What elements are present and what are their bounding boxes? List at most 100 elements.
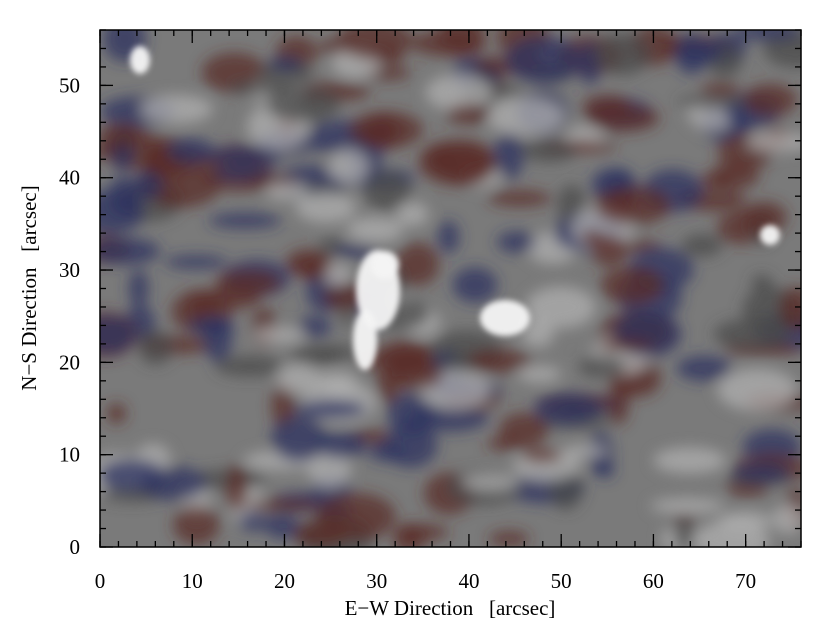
texture-blob — [436, 140, 497, 186]
texture-blob — [100, 190, 145, 234]
texture-blob — [445, 104, 491, 125]
texture-blob — [674, 32, 709, 75]
y-tick-label: 50 — [59, 73, 80, 97]
texture-blob — [265, 86, 341, 123]
texture-blob — [395, 242, 440, 286]
texture-blob — [487, 189, 552, 207]
texture-blob — [394, 523, 449, 541]
texture-blob — [140, 94, 213, 124]
texture-blob — [214, 269, 281, 296]
x-tick-label: 50 — [551, 569, 572, 593]
x-axis-label: E−W Direction [arcsec] — [345, 596, 556, 620]
texture-blob — [312, 371, 358, 387]
texture-blob — [133, 170, 163, 201]
texture-blob — [347, 216, 404, 243]
texture-blob — [323, 281, 366, 311]
texture-blob — [208, 212, 282, 229]
texture-blob — [100, 458, 166, 492]
texture-blob — [677, 95, 746, 109]
texture-blob — [226, 464, 248, 512]
texture-blob — [100, 237, 161, 265]
texture-blob — [138, 330, 173, 365]
texture-blob — [106, 403, 127, 424]
bright-blob — [130, 46, 150, 74]
x-tick-label: 30 — [366, 569, 387, 593]
bright-blob — [480, 300, 530, 336]
texture-blob — [128, 269, 149, 308]
x-tick-label: 20 — [274, 569, 295, 593]
texture-blob — [463, 349, 533, 373]
texture-blob — [717, 368, 797, 411]
texture-blob — [594, 186, 671, 225]
texture-blob — [598, 339, 654, 352]
texture-blob — [681, 233, 723, 257]
texture-blob — [699, 82, 741, 98]
texture-blob — [608, 380, 629, 425]
texture-blob — [493, 131, 525, 180]
bright-blob — [353, 310, 377, 370]
texture-blob — [391, 357, 443, 390]
texture-blob — [437, 220, 460, 254]
texture-blob — [409, 30, 487, 57]
texture-blob — [338, 30, 412, 60]
texture-blob — [270, 416, 328, 463]
texture-blob — [699, 172, 734, 188]
texture-blob — [265, 182, 309, 201]
texture-blob — [395, 202, 429, 226]
texture-blob — [533, 392, 601, 425]
texture-blob — [173, 505, 220, 545]
texture-blob — [328, 149, 369, 184]
bright-core — [130, 46, 780, 370]
y-axis-label: N−S Direction [arcsec] — [17, 185, 41, 390]
x-tick-label: 0 — [95, 569, 106, 593]
y-tick-label: 10 — [59, 443, 80, 467]
texture — [100, 30, 801, 547]
texture-blob — [734, 30, 801, 41]
texture-blob — [164, 255, 228, 269]
texture-blob — [408, 404, 489, 432]
solar-image — [100, 30, 801, 547]
texture-blob — [595, 32, 651, 76]
texture-blob — [141, 164, 221, 208]
texture-blob — [100, 123, 145, 148]
texture-blob — [713, 318, 790, 350]
texture-blob — [293, 521, 347, 547]
texture-blob — [333, 244, 379, 259]
texture-blob — [271, 383, 296, 429]
texture-blob — [747, 132, 801, 152]
texture-blob — [268, 56, 303, 72]
texture-blob — [525, 286, 596, 329]
x-tick-label: 40 — [458, 569, 479, 593]
y-tick-label: 0 — [70, 535, 81, 559]
texture-blob — [384, 421, 438, 468]
texture-blob — [208, 145, 284, 166]
texture-blob — [488, 530, 530, 547]
texture-blob — [521, 319, 555, 348]
texture-blob — [363, 172, 412, 212]
texture-blob — [254, 326, 305, 344]
x-tick-label: 60 — [643, 569, 664, 593]
texture-blob — [265, 513, 300, 540]
texture-blob — [349, 111, 423, 149]
texture-blob — [578, 355, 626, 378]
texture-blob — [751, 274, 773, 292]
texture-blob — [486, 437, 522, 451]
x-tick-label: 10 — [182, 569, 203, 593]
texture-blob — [563, 445, 607, 458]
texture-blob — [100, 315, 135, 354]
texture-blob — [166, 137, 215, 164]
y-tick-label: 40 — [59, 166, 80, 190]
texture-blob — [740, 201, 788, 233]
texture-blob — [311, 345, 359, 361]
texture-blob — [215, 355, 285, 377]
y-tick-label: 30 — [59, 258, 80, 282]
texture-blob — [521, 139, 577, 163]
texture-blob — [517, 365, 562, 383]
texture-blob — [521, 448, 563, 464]
x-tick-label: 70 — [735, 569, 756, 593]
texture-blob — [653, 447, 726, 474]
texture-blob — [696, 519, 770, 547]
texture-blob — [676, 355, 732, 382]
texture-blob — [772, 504, 801, 534]
